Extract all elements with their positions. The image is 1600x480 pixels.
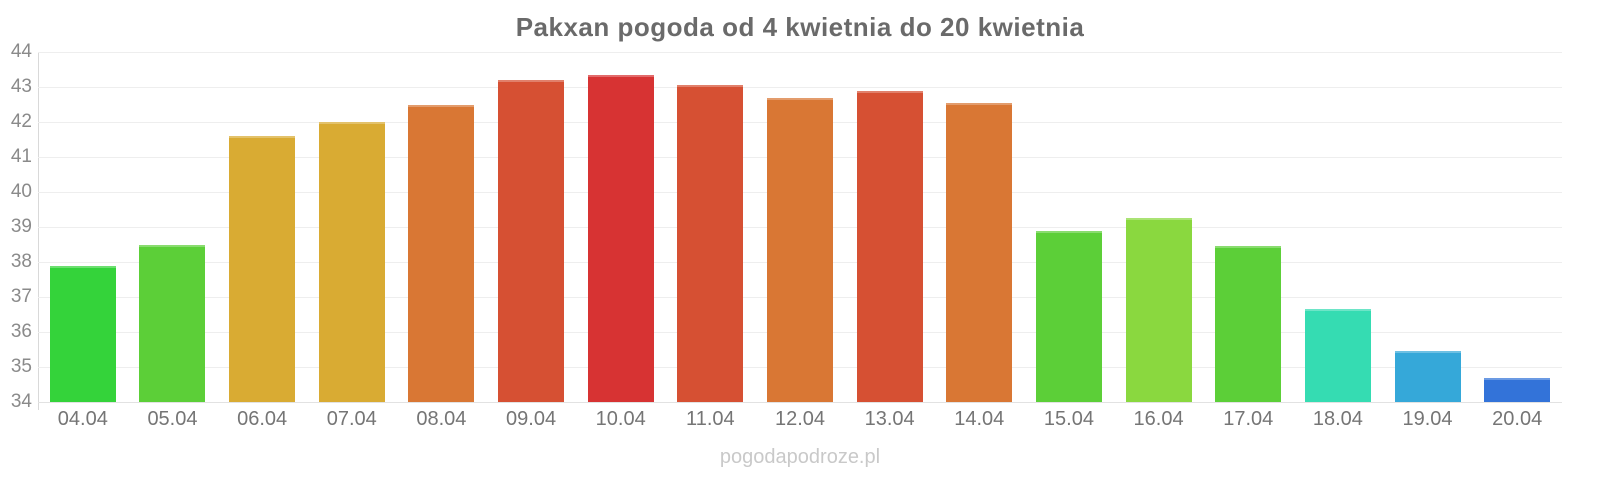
x-tick-label-07.04: 07.04 (326, 408, 377, 430)
bar-11.04 (677, 85, 744, 402)
x-tick-label-05.04: 05.04 (147, 408, 198, 430)
gridline-44 (38, 52, 1562, 53)
bar-16.04 (1125, 218, 1192, 402)
bar-05.04 (139, 244, 206, 402)
bar-07.04 (318, 122, 385, 402)
bar-06.04 (229, 136, 296, 402)
x-tick-label-19.04: 19.04 (1402, 408, 1453, 430)
gridline-34 (38, 402, 1562, 403)
y-tick-label-37: 37 (10, 286, 32, 307)
x-tick-label-18.04: 18.04 (1312, 408, 1363, 430)
y-tick-label-35: 35 (10, 356, 32, 377)
bar-09.04 (498, 80, 565, 402)
y-axis-line (38, 52, 39, 410)
y-tick-label-44: 44 (10, 41, 32, 62)
bar-18.04 (1304, 309, 1371, 402)
gridline-43 (38, 87, 1562, 88)
watermark: pogodapodroze.pl (719, 446, 881, 468)
x-tick-label-04.04: 04.04 (57, 408, 108, 430)
bar-20.04 (1484, 377, 1551, 402)
y-tick-label-36: 36 (10, 321, 32, 342)
bar-10.04 (587, 74, 654, 402)
x-tick-label-17.04: 17.04 (1223, 408, 1274, 430)
y-tick-label-34: 34 (10, 391, 32, 412)
x-tick-label-09.04: 09.04 (506, 408, 557, 430)
bar-14.04 (946, 102, 1013, 402)
y-tick-label-43: 43 (10, 76, 32, 97)
x-tick-label-10.04: 10.04 (595, 408, 646, 430)
x-tick-label-11.04: 11.04 (686, 408, 735, 430)
x-tick-label-12.04: 12.04 (774, 408, 826, 430)
x-tick-label-06.04: 06.04 (237, 408, 288, 430)
x-tick-label-15.04: 15.04 (1043, 408, 1094, 430)
bar-08.04 (408, 104, 475, 402)
bar-17.04 (1215, 246, 1282, 402)
y-tick-label-39: 39 (10, 216, 32, 237)
chart-title: Pakxan pogoda od 4 kwietnia do 20 kwietn… (515, 12, 1085, 42)
bar-04.04 (49, 265, 116, 402)
x-tick-label-13.04: 13.04 (864, 408, 915, 430)
y-tick-label-41: 41 (10, 146, 32, 167)
y-tick-label-42: 42 (10, 111, 32, 132)
x-tick-label-16.04: 16.04 (1133, 408, 1184, 430)
bar-19.04 (1394, 351, 1461, 402)
x-tick-label-08.04: 08.04 (416, 408, 467, 430)
plot-area (38, 52, 1562, 403)
bar-13.04 (856, 90, 923, 402)
bar-12.04 (767, 97, 833, 402)
bar-15.04 (1035, 230, 1102, 402)
x-tick-label-20.04: 20.04 (1492, 408, 1543, 430)
x-tick-label-14.04: 14.04 (954, 408, 1005, 430)
y-tick-label-40: 40 (10, 181, 32, 202)
y-tick-label-38: 38 (10, 251, 32, 272)
